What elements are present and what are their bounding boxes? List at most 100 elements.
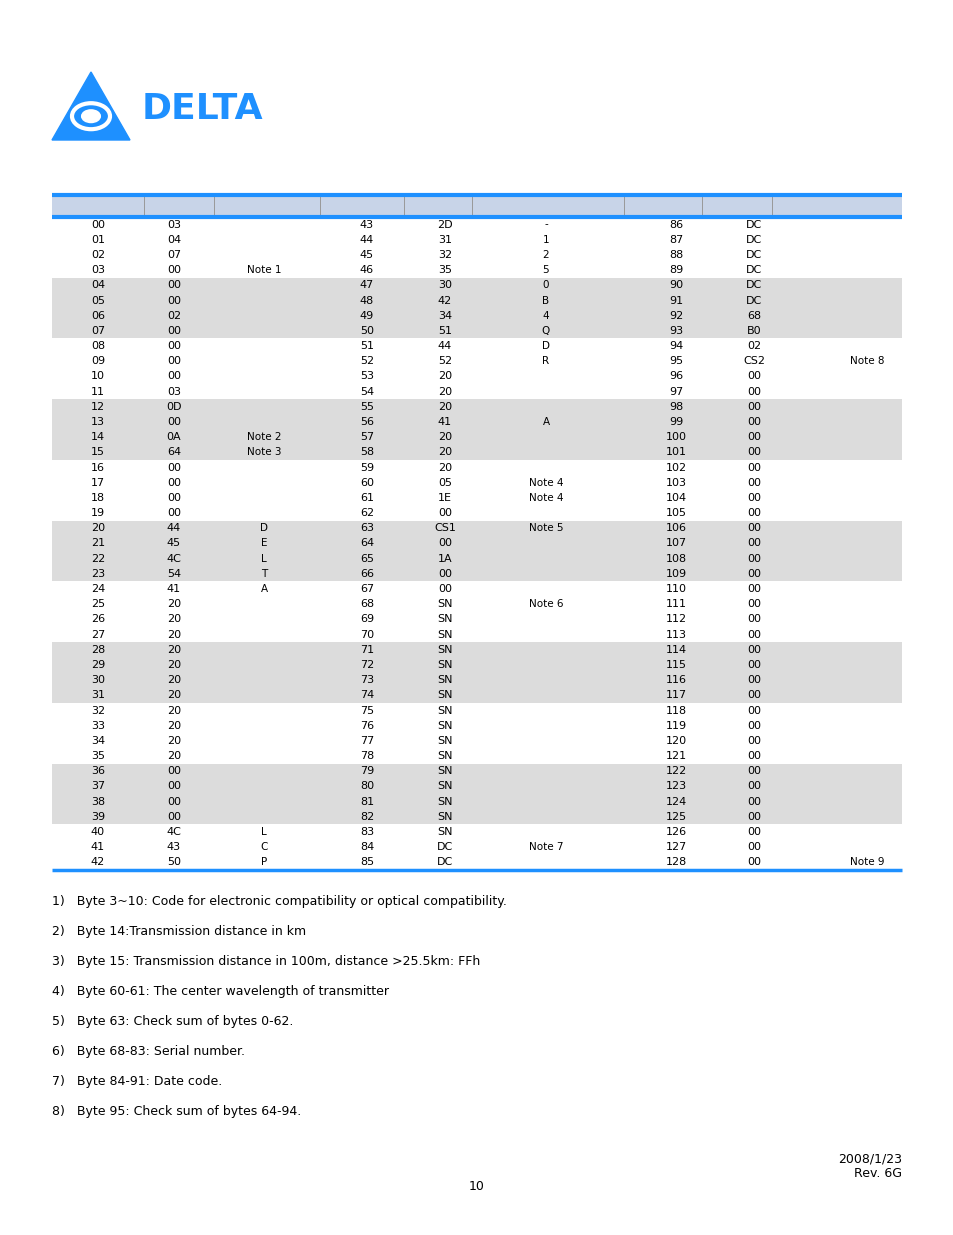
Text: 45: 45 <box>359 249 374 259</box>
Text: 32: 32 <box>91 705 105 715</box>
Text: D: D <box>541 341 550 351</box>
Text: 84: 84 <box>359 842 374 852</box>
Text: DC: DC <box>436 842 453 852</box>
Text: 00: 00 <box>746 659 760 671</box>
Text: DC: DC <box>745 235 761 245</box>
Text: D: D <box>260 524 268 534</box>
Text: 00: 00 <box>167 797 181 806</box>
Text: 97: 97 <box>668 387 682 396</box>
Text: 37: 37 <box>91 782 105 792</box>
Text: 95: 95 <box>668 356 682 367</box>
Text: 31: 31 <box>437 235 452 245</box>
Text: 01: 01 <box>91 235 105 245</box>
Text: 3)   Byte 15: Transmission distance in 100m, distance >25.5km: FFh: 3) Byte 15: Transmission distance in 100… <box>52 955 479 968</box>
Text: 48: 48 <box>359 295 374 305</box>
Text: B0: B0 <box>746 326 760 336</box>
Text: 00: 00 <box>167 493 181 503</box>
Text: 06: 06 <box>91 311 105 321</box>
Text: 42: 42 <box>91 857 105 867</box>
Text: 22: 22 <box>91 553 105 563</box>
Text: 74: 74 <box>359 690 374 700</box>
Text: 00: 00 <box>167 417 181 427</box>
Text: 5: 5 <box>542 266 549 275</box>
Text: 00: 00 <box>746 372 760 382</box>
Text: 54: 54 <box>359 387 374 396</box>
Text: Note 1: Note 1 <box>247 266 281 275</box>
Text: 126: 126 <box>665 827 686 837</box>
Text: 00: 00 <box>746 811 760 821</box>
Text: 20: 20 <box>437 463 452 473</box>
Text: Note 2: Note 2 <box>247 432 281 442</box>
Text: 02: 02 <box>746 341 760 351</box>
Bar <box>52 794 901 809</box>
Text: 63: 63 <box>359 524 374 534</box>
Text: 00: 00 <box>167 463 181 473</box>
Text: 87: 87 <box>668 235 682 245</box>
Text: T: T <box>260 569 267 579</box>
Text: 89: 89 <box>668 266 682 275</box>
Bar <box>52 475 901 490</box>
Text: 00: 00 <box>167 478 181 488</box>
Text: 00: 00 <box>746 569 760 579</box>
Text: 113: 113 <box>665 630 686 640</box>
Text: 19: 19 <box>91 508 105 519</box>
Text: 00: 00 <box>167 280 181 290</box>
Text: 38: 38 <box>91 797 105 806</box>
Text: 105: 105 <box>665 508 686 519</box>
Text: 00: 00 <box>746 630 760 640</box>
Text: CS2: CS2 <box>742 356 764 367</box>
Text: 124: 124 <box>664 797 686 806</box>
Text: Note 4: Note 4 <box>528 478 562 488</box>
Bar <box>52 384 901 399</box>
Bar <box>52 338 901 353</box>
Text: 122: 122 <box>664 766 686 777</box>
Text: 03: 03 <box>167 220 181 230</box>
Text: 61: 61 <box>359 493 374 503</box>
Text: 2008/1/23
Rev. 6G: 2008/1/23 Rev. 6G <box>837 1152 901 1179</box>
Text: 00: 00 <box>746 584 760 594</box>
Text: 20: 20 <box>437 401 452 411</box>
Bar <box>52 445 901 459</box>
Text: 104: 104 <box>665 493 686 503</box>
Text: 00: 00 <box>746 842 760 852</box>
Text: 29: 29 <box>91 659 105 671</box>
Text: 40: 40 <box>91 827 105 837</box>
Bar <box>52 353 901 369</box>
Text: 34: 34 <box>91 736 105 746</box>
Text: 44: 44 <box>437 341 452 351</box>
Text: 57: 57 <box>359 432 374 442</box>
Text: 20: 20 <box>167 615 181 625</box>
Text: 16: 16 <box>91 463 105 473</box>
Bar <box>52 763 901 779</box>
Text: 117: 117 <box>665 690 686 700</box>
Bar <box>52 673 901 688</box>
Text: 58: 58 <box>359 447 374 457</box>
Bar <box>52 642 901 657</box>
Text: 00: 00 <box>167 766 181 777</box>
Text: Note 6: Note 6 <box>528 599 562 609</box>
Bar <box>52 415 901 430</box>
Text: SN: SN <box>436 751 453 761</box>
Text: 60: 60 <box>359 478 374 488</box>
Text: 03: 03 <box>91 266 105 275</box>
Text: 101: 101 <box>665 447 686 457</box>
Text: 27: 27 <box>91 630 105 640</box>
Text: L: L <box>261 827 267 837</box>
Text: 00: 00 <box>746 538 760 548</box>
Text: DELTA: DELTA <box>142 93 263 126</box>
Text: 51: 51 <box>437 326 452 336</box>
Bar <box>52 567 901 582</box>
Text: 88: 88 <box>668 249 682 259</box>
Bar <box>52 293 901 308</box>
Text: 1E: 1E <box>437 493 452 503</box>
Text: 23: 23 <box>91 569 105 579</box>
Text: 111: 111 <box>665 599 686 609</box>
Text: 2)   Byte 14:Transmission distance in km: 2) Byte 14:Transmission distance in km <box>52 925 306 939</box>
Text: 20: 20 <box>437 432 452 442</box>
Text: 52: 52 <box>359 356 374 367</box>
Text: 00: 00 <box>746 417 760 427</box>
Bar <box>52 536 901 551</box>
Text: 00: 00 <box>167 782 181 792</box>
Text: 35: 35 <box>91 751 105 761</box>
Text: 99: 99 <box>668 417 682 427</box>
